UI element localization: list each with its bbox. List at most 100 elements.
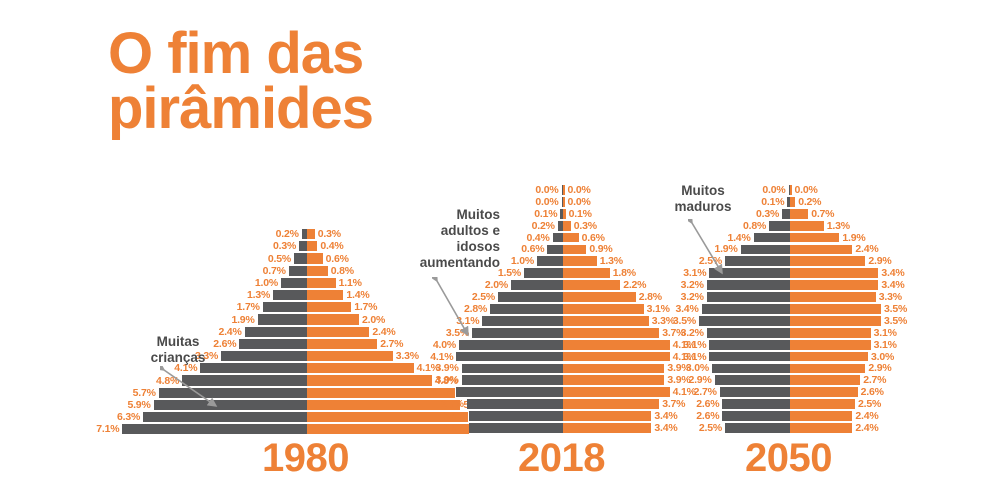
bar-left-male xyxy=(706,279,790,292)
value-label-right: 3.9% xyxy=(667,362,691,375)
bar-left-male xyxy=(158,386,307,399)
pyramid-row xyxy=(706,326,871,339)
value-label-right: 1.3% xyxy=(599,255,623,268)
value-label-left: 2.8% xyxy=(464,302,488,315)
pyramid-row xyxy=(714,374,861,387)
bar-right-female xyxy=(789,410,853,422)
value-label-right: 0.0% xyxy=(567,183,591,196)
value-label-left: 0.5% xyxy=(267,252,291,265)
pyramid-row xyxy=(722,410,853,422)
pyramid-row xyxy=(709,350,868,363)
bar-right-female xyxy=(789,195,796,208)
bar-left-male xyxy=(257,313,307,326)
value-label-right: 0.6% xyxy=(325,252,349,265)
pyramid-row xyxy=(143,411,469,424)
pyramid-row xyxy=(153,398,461,411)
bar-left-male xyxy=(466,398,563,411)
value-label-left: 3.2% xyxy=(680,290,704,303)
bar-left-male xyxy=(561,195,563,208)
pyramid-row xyxy=(221,350,393,363)
value-label-right: 1.9% xyxy=(842,231,866,244)
bar-left-male xyxy=(552,231,563,244)
pyramid-row xyxy=(482,314,649,327)
pyramid-row xyxy=(461,374,665,387)
bar-right-female xyxy=(306,423,489,436)
value-label-left: 3.5% xyxy=(672,314,696,327)
value-label-right: 2.4% xyxy=(855,421,879,434)
bar-right-female xyxy=(789,386,858,399)
pyramid-row xyxy=(725,422,853,434)
value-label-right: 4.1% xyxy=(416,362,440,375)
value-label-right: 2.7% xyxy=(380,337,404,350)
value-label-left: 0.0% xyxy=(535,183,559,196)
pyramid-row xyxy=(709,338,871,351)
bar-right-female xyxy=(789,374,861,387)
bar-right-female xyxy=(562,231,579,244)
value-label-left: 2.6% xyxy=(213,337,237,350)
value-label-right: 2.2% xyxy=(623,278,647,291)
value-label-right: 2.0% xyxy=(362,313,386,326)
bar-left-male xyxy=(719,386,790,399)
annotation-muitos-adultos: Muitos adultos e idosos aumentando xyxy=(388,207,500,271)
value-label-left: 3.1% xyxy=(456,314,480,327)
pyramid-row xyxy=(456,350,670,363)
bar-left-male xyxy=(706,291,790,303)
value-label-right: 3.4% xyxy=(881,267,905,279)
bar-right-female xyxy=(790,314,881,327)
annotation-muitas-criancas-line-2: crianças xyxy=(150,349,206,365)
pyramid-row xyxy=(490,303,644,315)
bar-left-male xyxy=(490,303,563,315)
value-label-left: 3.0% xyxy=(685,362,709,375)
pyramid-row xyxy=(498,291,636,303)
bar-right-female xyxy=(789,338,871,351)
value-label-left: 0.7% xyxy=(262,264,286,277)
bar-right-female xyxy=(562,243,587,256)
bar-right-female xyxy=(563,338,670,351)
pyramid-row xyxy=(706,279,879,292)
value-label-left: 2.6% xyxy=(696,409,720,422)
bar-right-female xyxy=(562,422,652,434)
bar-left-male xyxy=(788,184,790,196)
value-label-right: 4.1% xyxy=(672,350,696,363)
bar-left-male xyxy=(782,207,790,220)
pyramid-row xyxy=(561,195,565,208)
pyramid-row xyxy=(301,228,315,241)
value-label-left: 3.1% xyxy=(683,267,707,279)
value-label-right: 1.4% xyxy=(346,288,370,301)
page-title-line-1: O fim das xyxy=(108,21,364,86)
year-label-1980: 1980 xyxy=(262,436,349,480)
value-label-left: 0.4% xyxy=(526,231,550,244)
pyramid-row xyxy=(294,252,323,265)
value-label-right: 3.0% xyxy=(871,350,895,363)
bar-right-female xyxy=(563,326,660,339)
pyramid-row xyxy=(787,195,796,208)
value-label-right: 2.4% xyxy=(855,243,879,256)
bar-left-male xyxy=(482,314,563,327)
value-label-right: 3.3% xyxy=(395,349,419,362)
value-label-right: 2.4% xyxy=(372,325,396,338)
bar-right-female xyxy=(789,350,868,363)
value-label-right: 0.9% xyxy=(589,243,613,256)
bar-left-male xyxy=(288,264,307,277)
pyramid-row xyxy=(701,303,881,315)
value-label-right: 4.8% xyxy=(434,374,458,387)
bar-right-female xyxy=(789,279,879,292)
value-label-right: 0.0% xyxy=(567,195,591,208)
bar-left-male xyxy=(200,362,307,375)
bar-right-female xyxy=(790,255,866,268)
bar-left-male xyxy=(511,279,563,292)
annotation-muitos-adultos-line-2: adultos e xyxy=(440,222,500,238)
bar-left-male xyxy=(725,255,790,268)
pyramid-row xyxy=(456,386,670,399)
pyramid-row xyxy=(472,326,660,339)
bar-right-female xyxy=(306,350,393,363)
bar-left-male xyxy=(709,350,790,363)
bar-right-female xyxy=(789,207,809,220)
pyramid-row xyxy=(560,207,566,220)
pyramid-row xyxy=(182,374,432,387)
value-label-left: 1.9% xyxy=(231,313,255,326)
bar-left-male xyxy=(706,326,790,339)
value-label-right: 0.1% xyxy=(568,207,592,220)
pyramid-row xyxy=(299,240,318,253)
bar-left-male xyxy=(221,350,307,363)
